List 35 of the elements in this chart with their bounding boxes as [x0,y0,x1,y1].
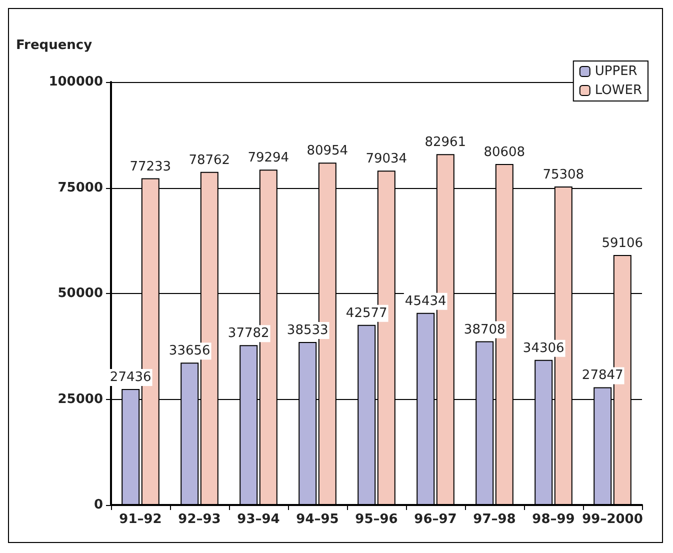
data-label: 79034 [366,152,408,167]
x-tick-label: 99–2000 [582,512,643,527]
data-label: 80954 [306,144,348,159]
x-tick-label: 93–94 [237,512,280,527]
data-label: 38708 [464,322,506,338]
data-label: 59106 [602,236,644,251]
y-axis-title: Frequency [16,38,93,53]
data-label: 75308 [542,167,584,182]
data-label: 37782 [228,326,270,342]
data-label: 77233 [130,159,172,174]
data-label: 79294 [248,150,290,166]
data-label: 27436 [110,370,152,385]
y-tick-label: 0 [94,498,103,512]
y-tick-label: 75000 [58,180,103,196]
y-tick-label: 50000 [58,286,103,301]
data-label: 33656 [168,344,210,359]
y-tick-label: 100000 [48,74,103,90]
x-tick-label: 97–98 [473,512,516,527]
data-label: 80608 [484,145,526,160]
x-tick-label: 91–92 [119,512,162,527]
y-tick-label: 25000 [58,392,103,407]
legend-label: LOWER [594,83,642,98]
legend-label: UPPER [594,64,638,79]
x-tick-label: 95–96 [355,512,398,527]
x-tick-label: 96–97 [414,512,457,527]
data-label: 82961 [424,135,466,150]
data-label: 42577 [346,306,388,321]
data-label: 78762 [188,152,230,168]
data-label: 45434 [404,294,446,309]
data-label: 38533 [286,323,328,338]
x-tick-label: 98–99 [532,512,575,527]
x-tick-label: 94–95 [296,512,339,527]
x-tick-label: 92–93 [178,512,221,527]
data-label: 27847 [582,368,624,384]
data-label: 34306 [522,340,564,356]
